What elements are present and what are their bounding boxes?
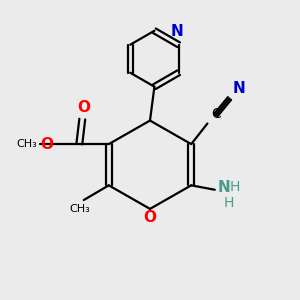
Text: CH₃: CH₃ — [70, 205, 91, 214]
Text: O: O — [41, 136, 54, 152]
Text: H: H — [230, 180, 241, 194]
Text: N: N — [171, 24, 184, 39]
Text: N: N — [218, 180, 230, 195]
Text: N: N — [232, 80, 245, 95]
Text: O: O — [77, 100, 90, 115]
Text: H: H — [224, 196, 234, 210]
Text: C: C — [211, 106, 221, 121]
Text: O: O — [143, 210, 157, 225]
Text: CH₃: CH₃ — [16, 139, 37, 149]
